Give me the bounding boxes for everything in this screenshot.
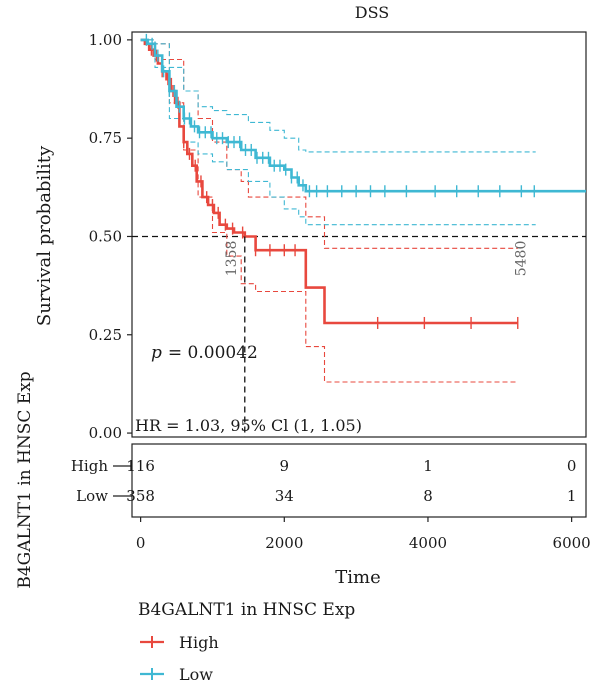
ci-lower-high (140, 39, 518, 383)
risk-table-row-high: High 116 9 1 0 (71, 457, 577, 475)
survival-curve-high (140, 38, 518, 325)
p-value-text: p = 0.00042 (151, 343, 258, 363)
ci-lower-low (140, 39, 536, 226)
plot-panel (131, 31, 587, 438)
x-tick-label: 2000 (265, 534, 303, 552)
risk-row-label: High (71, 457, 108, 475)
risk-count: 34 (275, 487, 294, 505)
risk-count: 1 (567, 487, 577, 505)
risk-count: 8 (423, 487, 433, 505)
p-value-symbol: p (151, 343, 162, 363)
ci-upper-high (140, 39, 518, 249)
hazard-ratio-text: HR = 1.03, 95% Cl (1, 1.05) (135, 416, 362, 435)
risk-row-label: Low (76, 487, 108, 505)
risk-count: 358 (126, 487, 155, 505)
ci-upper-low (140, 39, 536, 153)
y-axis-label: Survival probability (34, 145, 55, 326)
legend-label: Low (179, 665, 213, 684)
x-axis-label: Time (335, 567, 380, 588)
x-tick-label: 0 (136, 534, 146, 552)
risk-count: 9 (280, 457, 290, 475)
risk-table-row-low: Low 358 34 8 1 (76, 487, 576, 505)
legend-item-high: High (140, 633, 219, 652)
y-tick-label: 0.75 (89, 129, 122, 147)
chart-title: DSS (355, 3, 389, 22)
legend-title: B4GALNT1 in HNSC Exp (138, 600, 355, 620)
risk-table-panel (131, 443, 587, 518)
y-tick-label: 0.50 (89, 227, 122, 245)
y-tick-label: 1.00 (89, 31, 122, 49)
median-label: 1358 (224, 241, 240, 277)
y-tick-label: 0.00 (89, 424, 122, 442)
risk-count: 116 (126, 457, 155, 475)
y-tick-label: 0.25 (89, 326, 122, 344)
legend-item-low: Low (140, 665, 213, 684)
risk-count: 0 (567, 457, 577, 475)
x-tick-label: 6000 (553, 534, 591, 552)
survival-curve-low (140, 38, 586, 193)
risk-count: 1 (423, 457, 433, 475)
median-label: 5480 (513, 241, 529, 277)
legend-label: High (179, 633, 219, 652)
x-tick-label: 4000 (409, 534, 447, 552)
risk-table-title: B4GALNT1 in HNSC Exp (15, 371, 35, 588)
p-value-number: = 0.00042 (168, 343, 258, 363)
